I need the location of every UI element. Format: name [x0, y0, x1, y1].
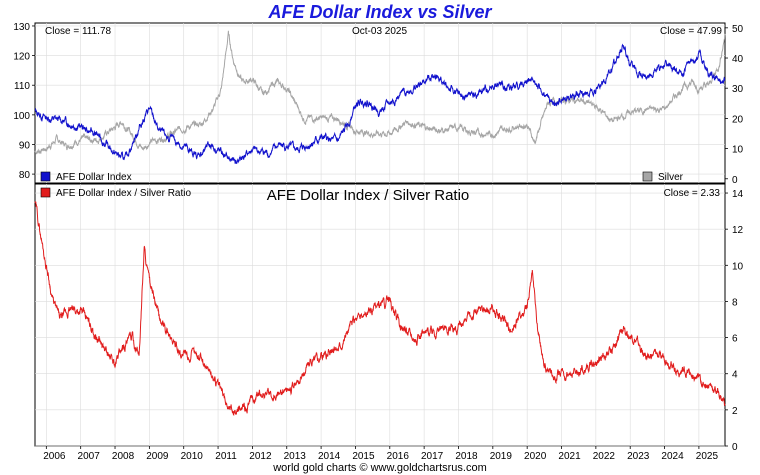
y-right-tick-label: 0: [732, 175, 738, 186]
x-tick-label: 2018: [455, 451, 478, 462]
x-tick-label: 2025: [696, 451, 719, 462]
y-right-tick-label: 40: [732, 54, 744, 65]
ratio-tick-label: 12: [732, 225, 744, 236]
silver-close-label: Close = 47.99: [660, 26, 722, 37]
y-left-tick-label: 80: [19, 170, 31, 181]
ratio-series-line: [34, 201, 726, 416]
x-tick-label: 2011: [215, 451, 237, 462]
ratio-close-label: Close = 2.33: [664, 188, 721, 199]
x-tick-label: 2016: [387, 451, 410, 462]
silver-legend-label: Silver: [658, 172, 684, 183]
ratio-tick-label: 0: [732, 442, 738, 453]
dollar-legend-label: AFE Dollar Index: [56, 172, 132, 183]
gridlines: [35, 23, 725, 447]
x-tick-label: 2009: [146, 451, 169, 462]
silver-legend-swatch: [642, 171, 653, 182]
ratio-tick-label: 14: [732, 189, 744, 200]
x-tick-label: 2020: [524, 451, 547, 462]
silver-series-line: [34, 30, 726, 155]
y-left-tick-label: 110: [14, 81, 30, 92]
dollar-series-line: [34, 43, 726, 164]
x-tick-label: 2017: [421, 451, 444, 462]
y-left-tick-label: 100: [13, 111, 30, 122]
ratio-legend-swatch: [40, 187, 51, 198]
ratio-tick-label: 2: [732, 406, 738, 417]
y-left-tick-label: 120: [13, 52, 30, 63]
upper-panel: [34, 30, 726, 164]
axes: 2006 2007 2008 2009 2010 2011 2012 2013 2014 2015…: [13, 22, 743, 462]
lower-panel: [34, 201, 726, 416]
x-tick-label: 2019: [490, 451, 513, 462]
x-tick-label: 2007: [78, 451, 101, 462]
y-left-tick-label: 130: [13, 22, 30, 33]
x-tick-label: 2023: [627, 451, 650, 462]
x-tick-label: 2013: [284, 451, 307, 462]
dollar-legend-swatch: [40, 171, 51, 182]
y-right-tick-label: 20: [732, 114, 744, 125]
ratio-tick-label: 10: [732, 261, 744, 272]
x-tick-label: 2024: [661, 451, 684, 462]
x-tick-label: 2010: [181, 451, 204, 462]
upper-panel-frame: [34, 22, 726, 184]
x-tick-label: 2015: [352, 451, 375, 462]
y-left-tick-label: 90: [19, 140, 31, 151]
x-tick-label: 2012: [249, 451, 272, 462]
lower-panel-frame: [34, 183, 726, 447]
chart-title: AFE Dollar Index vs Silver: [268, 2, 492, 22]
date-label: Oct-03 2025: [352, 26, 407, 37]
x-tick-label: 2021: [558, 451, 581, 462]
ratio-panel-title: AFE Dollar Index / Silver Ratio: [267, 187, 470, 204]
ratio-tick-label: 6: [732, 334, 738, 345]
x-tick-label: 2022: [593, 451, 616, 462]
x-tick-label: 2008: [112, 451, 135, 462]
ratio-tick-label: 8: [732, 297, 738, 308]
ratio-legend-label: AFE Dollar Index / Silver Ratio: [56, 188, 191, 199]
dollar-close-label: Close = 111.78: [45, 26, 112, 37]
x-tick-label: 2014: [318, 451, 341, 462]
y-right-tick-label: 50: [732, 24, 744, 35]
ratio-tick-label: 4: [732, 370, 738, 381]
y-right-tick-label: 10: [732, 145, 744, 156]
footer-credit: world gold charts © www.goldchartsrus.co…: [273, 462, 487, 474]
y-right-tick-label: 30: [732, 84, 744, 95]
x-tick-label: 2006: [43, 451, 66, 462]
